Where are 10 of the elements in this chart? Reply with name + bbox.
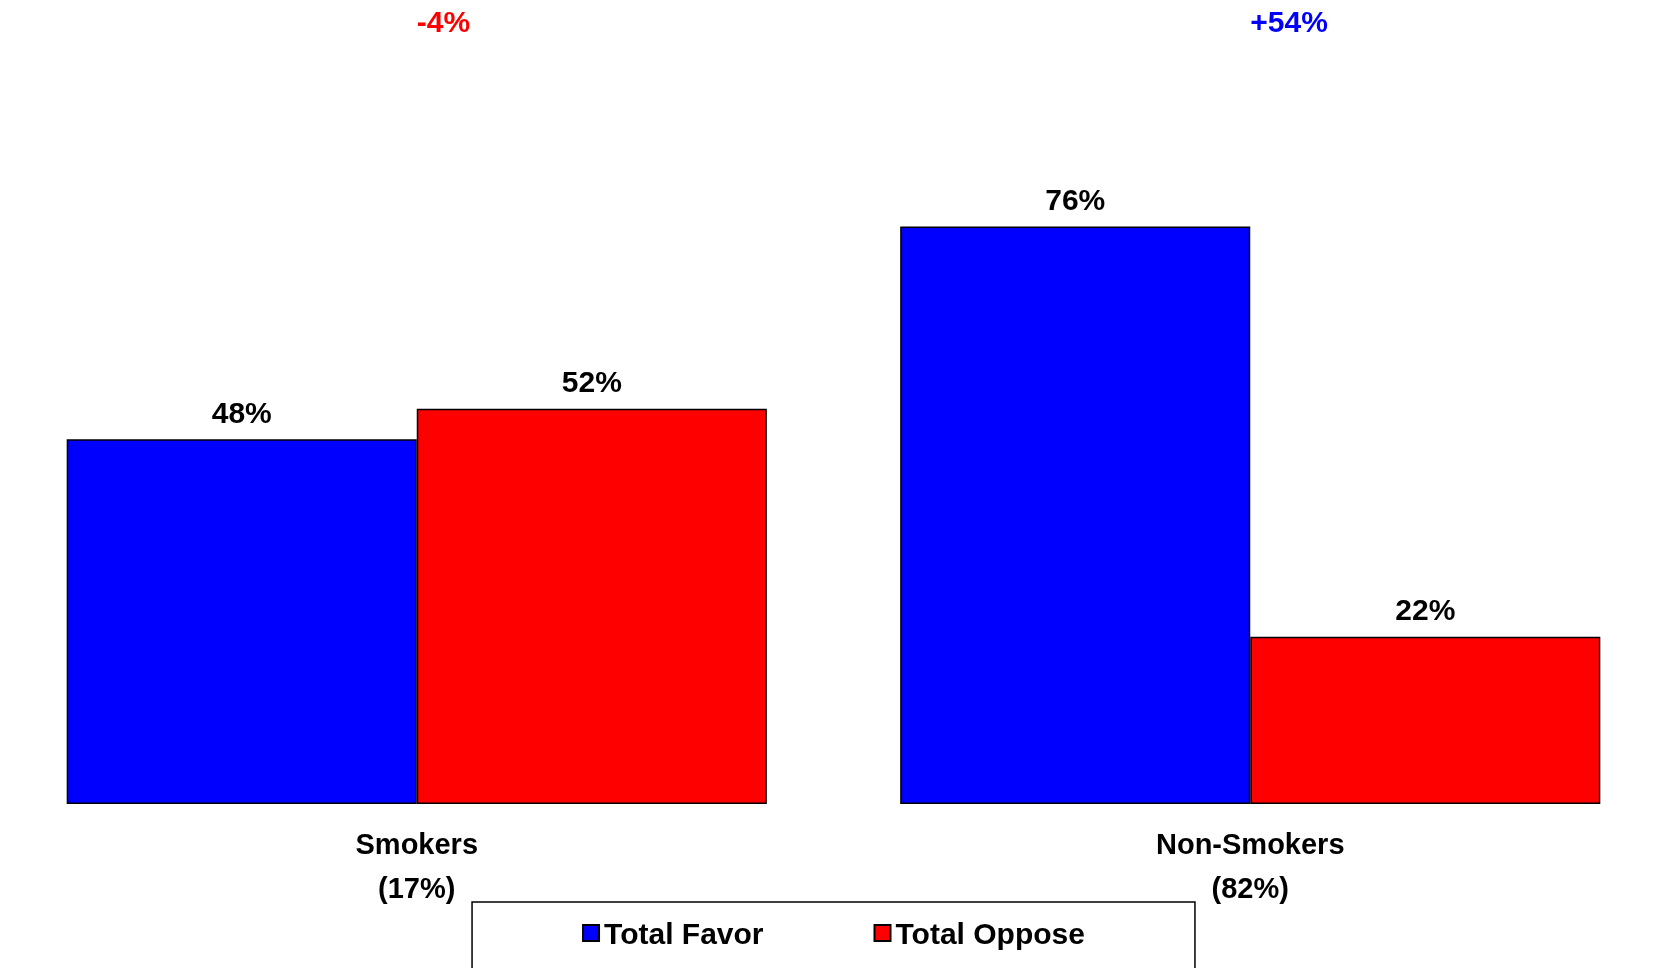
legend-label: Total Oppose (895, 916, 1085, 950)
data-label: 76% (1045, 182, 1106, 216)
x-tick-label: Smokers (17%) (355, 828, 479, 904)
data-label: 52% (561, 365, 622, 399)
data-label: 48% (211, 395, 272, 429)
text: +54% (1250, 4, 1328, 38)
legend-label: Total Favor (604, 916, 764, 950)
x-tick-label: Non-Smokers (82%) (1155, 828, 1345, 904)
data-label: 22% (1395, 593, 1456, 627)
text: -4% (416, 4, 471, 38)
